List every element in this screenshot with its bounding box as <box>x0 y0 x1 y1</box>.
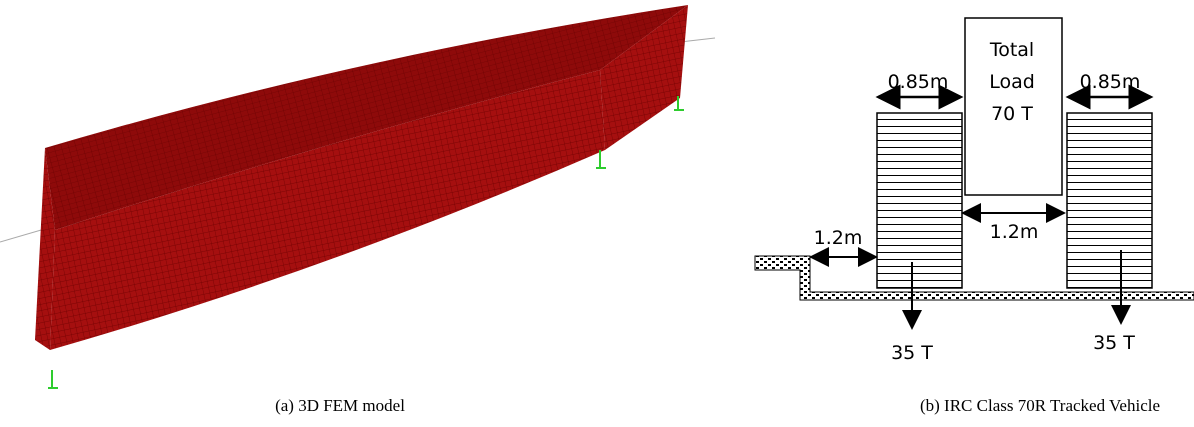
load-value: 35 T <box>891 342 933 364</box>
figure: (a) 3D FEM model Total Load 70 T 0.85m 0… <box>0 0 1194 427</box>
dimension-label: 1.2m <box>814 227 863 249</box>
caption-b: (b) IRC Class 70R Tracked Vehicle <box>920 396 1160 415</box>
load-value: 35 T <box>1093 332 1135 354</box>
vehicle-diagram <box>755 18 1194 328</box>
dimension-label: 1.2m <box>990 221 1039 243</box>
dimension-label: 0.85m <box>1080 71 1141 93</box>
load-label: 70 T <box>991 103 1033 125</box>
load-label: Total <box>989 39 1034 61</box>
load-label: Load <box>989 71 1035 93</box>
dimension-label: 0.85m <box>888 71 949 93</box>
caption-a: (a) 3D FEM model <box>275 396 405 415</box>
fem-model <box>0 5 715 388</box>
